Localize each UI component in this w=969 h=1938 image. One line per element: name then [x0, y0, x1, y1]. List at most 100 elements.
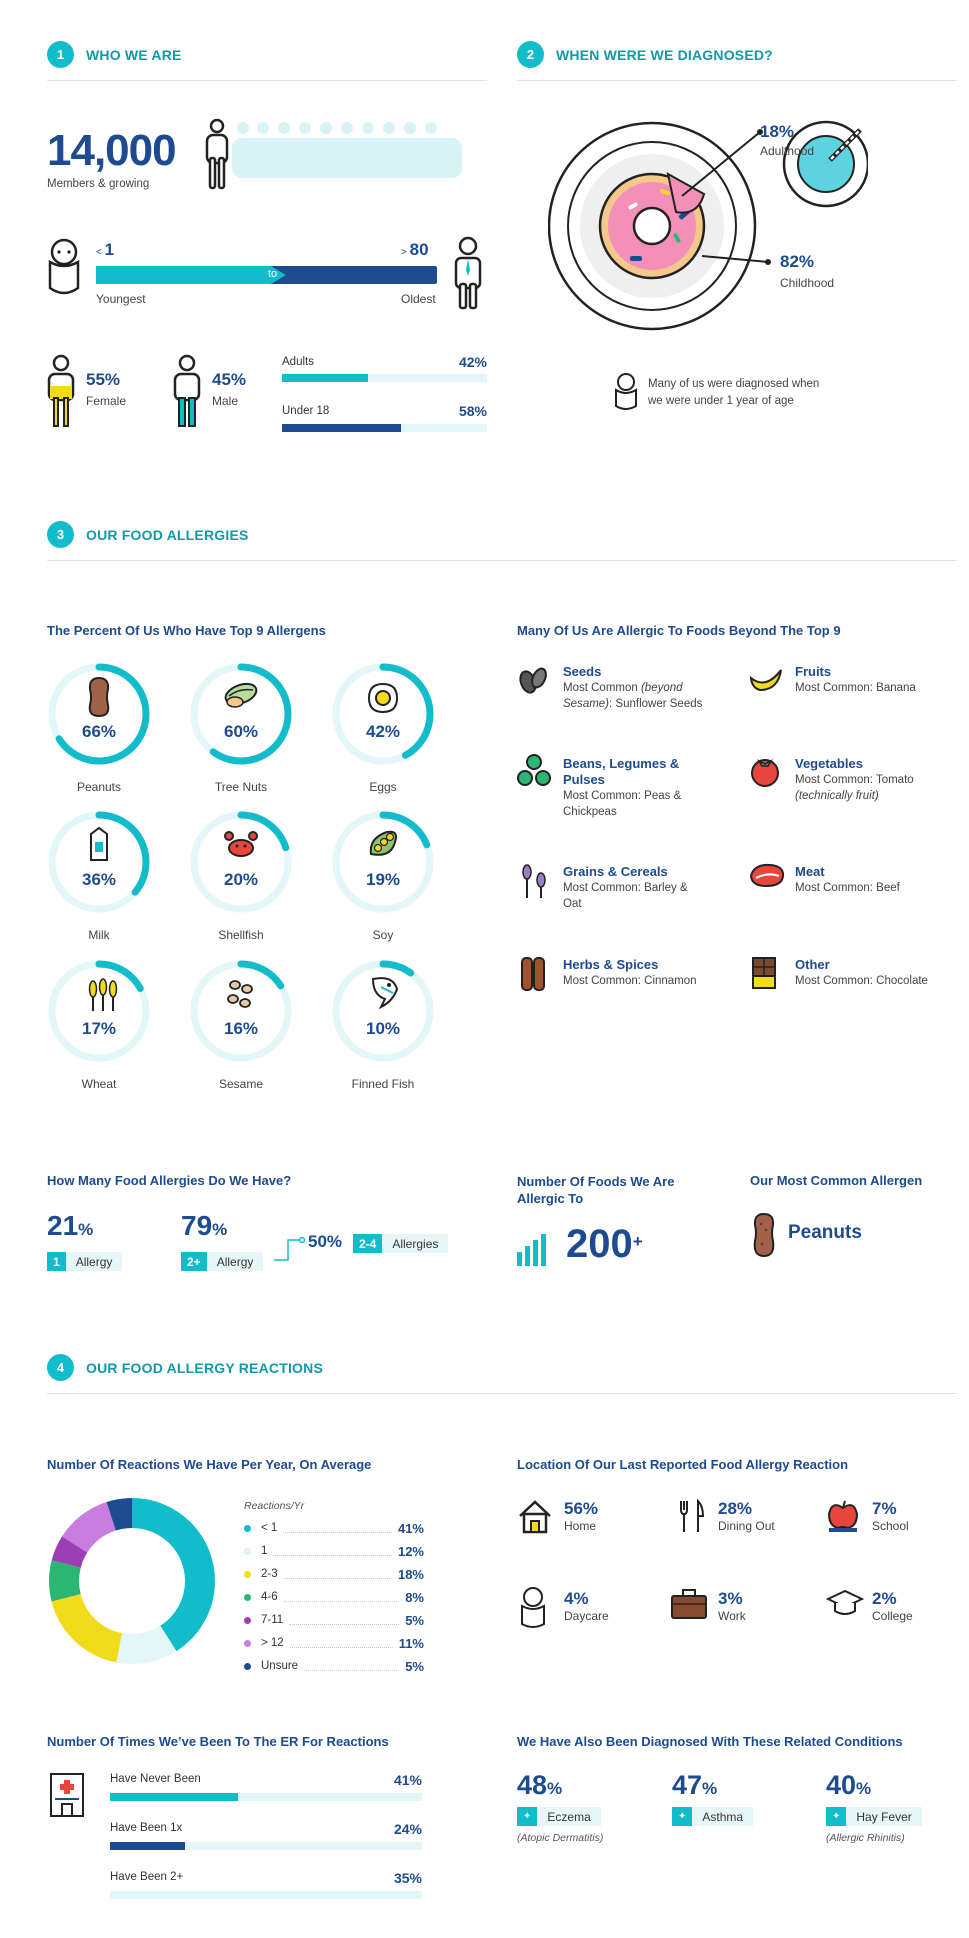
- tomato-icon: [751, 759, 779, 787]
- under18-bar: [282, 424, 487, 432]
- section-title: OUR FOOD ALLERGY REACTIONS: [86, 1359, 323, 1376]
- under18-label: Under 18: [282, 405, 330, 417]
- section-title: OUR FOOD ALLERGIES: [86, 526, 249, 543]
- baby-icon: [521, 1587, 545, 1628]
- beyond-item-other: Other Most Common: Chocolate: [795, 957, 969, 989]
- diagnosed-note: Many of us were diagnosed when we were u…: [648, 376, 819, 410]
- people-icon-row: [205, 118, 462, 190]
- common-value: Peanuts: [788, 1222, 862, 1243]
- age-min: < 1: [96, 240, 114, 260]
- allergen-pct: 60%: [223, 722, 259, 741]
- legend-label: 4-6: [261, 1591, 278, 1603]
- beyond-item-desc: Most Common: Peas & Chickpeas: [563, 790, 682, 818]
- childhood-label: Childhood: [780, 276, 835, 290]
- person-icon: [205, 118, 229, 190]
- legend-swatch: [244, 1547, 251, 1555]
- beyond-item-fruits: Fruits Most Common: Banana: [795, 664, 969, 696]
- beyond-item-vegetables: Vegetables Most Common: Tomato (technical…: [795, 756, 969, 804]
- legend-label: 7-11: [261, 1614, 284, 1626]
- beyond-item-desc: Most Common: Cinnamon: [563, 975, 697, 987]
- fish-icon: [371, 977, 399, 1010]
- apple-icon: [827, 1500, 859, 1532]
- related-pct: 47: [672, 1770, 703, 1800]
- allergen-label: Peanuts: [76, 780, 122, 794]
- adulthood-label: Adulthood: [760, 144, 815, 158]
- allergen-label: Shellfish: [218, 928, 264, 942]
- section-number: 1: [47, 41, 74, 68]
- beyond-item-grains: Grains & Cereals Most Common: Barley & Oa…: [563, 864, 768, 912]
- section-number: 2: [517, 41, 544, 68]
- howmany-title: How Many Food Allergies Do We Have?: [47, 1173, 292, 1188]
- two-allergy-stat: 79%: [181, 1210, 228, 1241]
- reactions-legend-row: Unsure 5%: [244, 1657, 424, 1675]
- one-allergy-pct: 21: [47, 1210, 79, 1241]
- elderly-icon: [454, 236, 482, 310]
- female-pct: 55%: [86, 370, 121, 389]
- divider: [47, 560, 957, 561]
- legend-value: 8%: [405, 1589, 424, 1605]
- baby-icon: [48, 238, 80, 295]
- allergen-label: Wheat: [81, 1077, 117, 1091]
- reactions-legend-row: 7-11 5%: [244, 1611, 424, 1629]
- ring-value-arc: [332, 663, 434, 765]
- youngest-label: Youngest: [96, 292, 146, 306]
- male-icon: [173, 354, 201, 427]
- related-condition-hay-fever: 40% ✦ Hay Fever (Allergic Rhinitis): [826, 1770, 969, 1844]
- cutlery-icon: [680, 1498, 705, 1532]
- section-number: 4: [47, 1354, 74, 1381]
- beyond-title: Many Of Us Are Allergic To Foods Beyond …: [517, 623, 841, 638]
- graduation-cap-icon: [826, 1589, 864, 1615]
- beyond-item-desc: Most Common: Banana: [795, 682, 916, 694]
- legend-value: 5%: [405, 1612, 424, 1628]
- section-2-header: 2 WHEN WERE WE DIAGNOSED?: [517, 41, 773, 68]
- related-condition-asthma: 47% ✦ Asthma: [672, 1770, 822, 1832]
- foods-value: 200: [566, 1222, 633, 1266]
- seeds-icon: [519, 667, 547, 694]
- allergen-label: Soy: [372, 928, 394, 942]
- ring-value-arc: [48, 811, 150, 913]
- reactions-legend-row: > 12 11%: [244, 1634, 424, 1652]
- divider: [517, 80, 957, 81]
- allergen-label: Sesame: [218, 1077, 264, 1091]
- wheat-icon: [88, 978, 118, 1011]
- age-max: > 80: [401, 240, 429, 260]
- reaction-slice: [49, 1498, 215, 1664]
- beyond-item-title: Other: [795, 957, 830, 972]
- divider: [47, 80, 487, 81]
- beyond-item-beans: Beans, Legumes & Pulses Most Common: Peas…: [563, 756, 768, 820]
- location-home: 56% Home: [564, 1499, 599, 1533]
- beyond-item-title: Meat: [795, 864, 825, 879]
- related-sub: (Allergic Rhinitis): [826, 1832, 905, 1844]
- location-work: 3% Work: [718, 1589, 746, 1623]
- male-pct: 45%: [212, 370, 247, 389]
- ring-value-arc: [332, 811, 434, 913]
- reactions-donut-chart: [49, 1498, 215, 1664]
- beyond-item-seeds: Seeds Most Common (beyond Sesame): Sunflo…: [563, 664, 768, 712]
- related-condition-eczema: 48% ✦ Eczema (Atopic Dermatitis): [517, 1770, 667, 1844]
- er-row-bar: [110, 1891, 422, 1899]
- female-label: Female: [86, 394, 127, 408]
- pct-sign: %: [702, 1779, 718, 1798]
- related-pct: 40: [826, 1770, 857, 1800]
- beyond-item-title: Seeds: [563, 664, 602, 679]
- related-title: We Have Also Been Diagnosed With These R…: [517, 1734, 903, 1749]
- location-school: 7% School: [872, 1499, 909, 1533]
- er-row-bar: [110, 1842, 422, 1850]
- bar-growth-icon: [517, 1234, 546, 1266]
- age-range-fill: [96, 266, 286, 284]
- two-to-four-pct: 50%: [308, 1232, 343, 1251]
- reaction-slice: [49, 1498, 215, 1664]
- related-sub: (Atopic Dermatitis): [517, 1832, 604, 1844]
- ring-value-arc: [190, 811, 292, 913]
- allergen-pct: 36%: [81, 870, 117, 889]
- related-name: Hay Fever: [846, 1807, 922, 1826]
- soy-icon: [369, 830, 397, 856]
- foods-title: Number Of Foods We Are Allergic To: [517, 1174, 675, 1206]
- reactions-legend-row: < 1 41%: [244, 1519, 424, 1537]
- location-title: Location Of Our Last Reported Food Aller…: [517, 1457, 849, 1472]
- top9-title: The Percent Of Us Who Have Top 9 Allerge…: [47, 623, 326, 638]
- legend-swatch: [244, 1570, 251, 1578]
- allergen-pct: 19%: [365, 870, 401, 889]
- chocolate-icon: [752, 957, 776, 989]
- adults-pct: 42%: [458, 354, 487, 370]
